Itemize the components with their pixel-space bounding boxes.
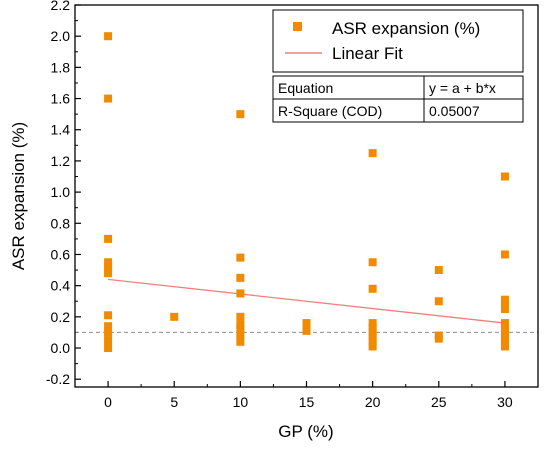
data-point <box>368 323 377 332</box>
x-axis-label: GP (%) <box>278 422 333 441</box>
fit-table-label: Equation <box>278 80 333 96</box>
y-tick-label: 0.4 <box>51 278 71 294</box>
data-point <box>104 328 113 337</box>
data-point <box>368 328 377 337</box>
data-point <box>368 333 377 342</box>
fit-table-label: R-Square (COD) <box>278 103 382 119</box>
y-tick-label: 0.8 <box>51 215 71 231</box>
y-tick-label: 2.0 <box>51 28 71 44</box>
data-point <box>500 319 509 328</box>
y-tick-label: 1.8 <box>51 59 71 75</box>
data-point <box>302 326 311 335</box>
data-point <box>500 305 509 314</box>
data-point <box>236 337 245 346</box>
data-point <box>368 284 377 293</box>
data-point <box>104 234 113 243</box>
x-tick-label: 30 <box>497 394 513 410</box>
data-point <box>104 322 113 331</box>
y-tick-label: 1.6 <box>51 91 71 107</box>
data-point <box>500 295 509 304</box>
data-point <box>434 297 443 306</box>
data-point <box>236 312 245 321</box>
data-point <box>236 289 245 298</box>
data-point <box>104 262 113 271</box>
data-point <box>236 325 245 334</box>
x-tick-label: 15 <box>299 394 315 410</box>
x-tick-label: 25 <box>431 394 447 410</box>
data-point <box>500 328 509 337</box>
data-point <box>104 258 113 267</box>
x-tick-label: 0 <box>104 394 112 410</box>
data-point <box>368 342 377 351</box>
data-point <box>302 319 311 328</box>
y-tick-label: 0.0 <box>51 340 71 356</box>
plot-frame <box>74 4 539 388</box>
data-point <box>500 333 509 342</box>
y-tick-label: 0.2 <box>51 309 71 325</box>
x-tick-label: 10 <box>233 394 249 410</box>
data-point <box>236 273 245 282</box>
data-point <box>500 172 509 181</box>
data-point <box>170 312 179 321</box>
y-tick-label: -0.2 <box>46 371 70 387</box>
data-point <box>500 337 509 346</box>
y-tick-label: 1.0 <box>51 184 71 200</box>
data-point <box>368 149 377 158</box>
legend-label-fit: Linear Fit <box>332 44 403 63</box>
data-point <box>104 344 113 353</box>
data-point <box>236 320 245 329</box>
linear-fit-line <box>108 278 505 324</box>
data-point <box>104 336 113 345</box>
y-tick-label: 1.4 <box>51 122 71 138</box>
data-point <box>236 331 245 340</box>
data-point <box>368 337 377 346</box>
y-tick-label: 0.6 <box>51 246 71 262</box>
data-point <box>104 269 113 278</box>
data-point <box>236 110 245 119</box>
y-tick-label: 2.2 <box>51 0 71 13</box>
data-point <box>500 300 509 309</box>
data-point <box>434 266 443 275</box>
data-point <box>500 323 509 332</box>
legend-box <box>272 9 524 73</box>
fit-table-value: 0.05007 <box>429 103 480 119</box>
data-point <box>104 94 113 103</box>
fit-table-value: y = a + b*x <box>429 80 496 96</box>
y-tick-label: 1.2 <box>51 153 71 169</box>
data-point <box>236 253 245 262</box>
x-tick-label: 5 <box>170 394 178 410</box>
data-point <box>104 32 113 41</box>
legend-marker-asr <box>293 22 302 31</box>
data-point <box>104 311 113 320</box>
data-point <box>500 342 509 351</box>
x-tick-label: 20 <box>365 394 381 410</box>
data-point <box>500 250 509 259</box>
data-point <box>368 319 377 328</box>
data-point <box>434 334 443 343</box>
data-point <box>368 258 377 267</box>
legend-label-asr: ASR expansion (%) <box>332 19 480 38</box>
y-axis-label: ASR expansion (%) <box>9 122 28 270</box>
